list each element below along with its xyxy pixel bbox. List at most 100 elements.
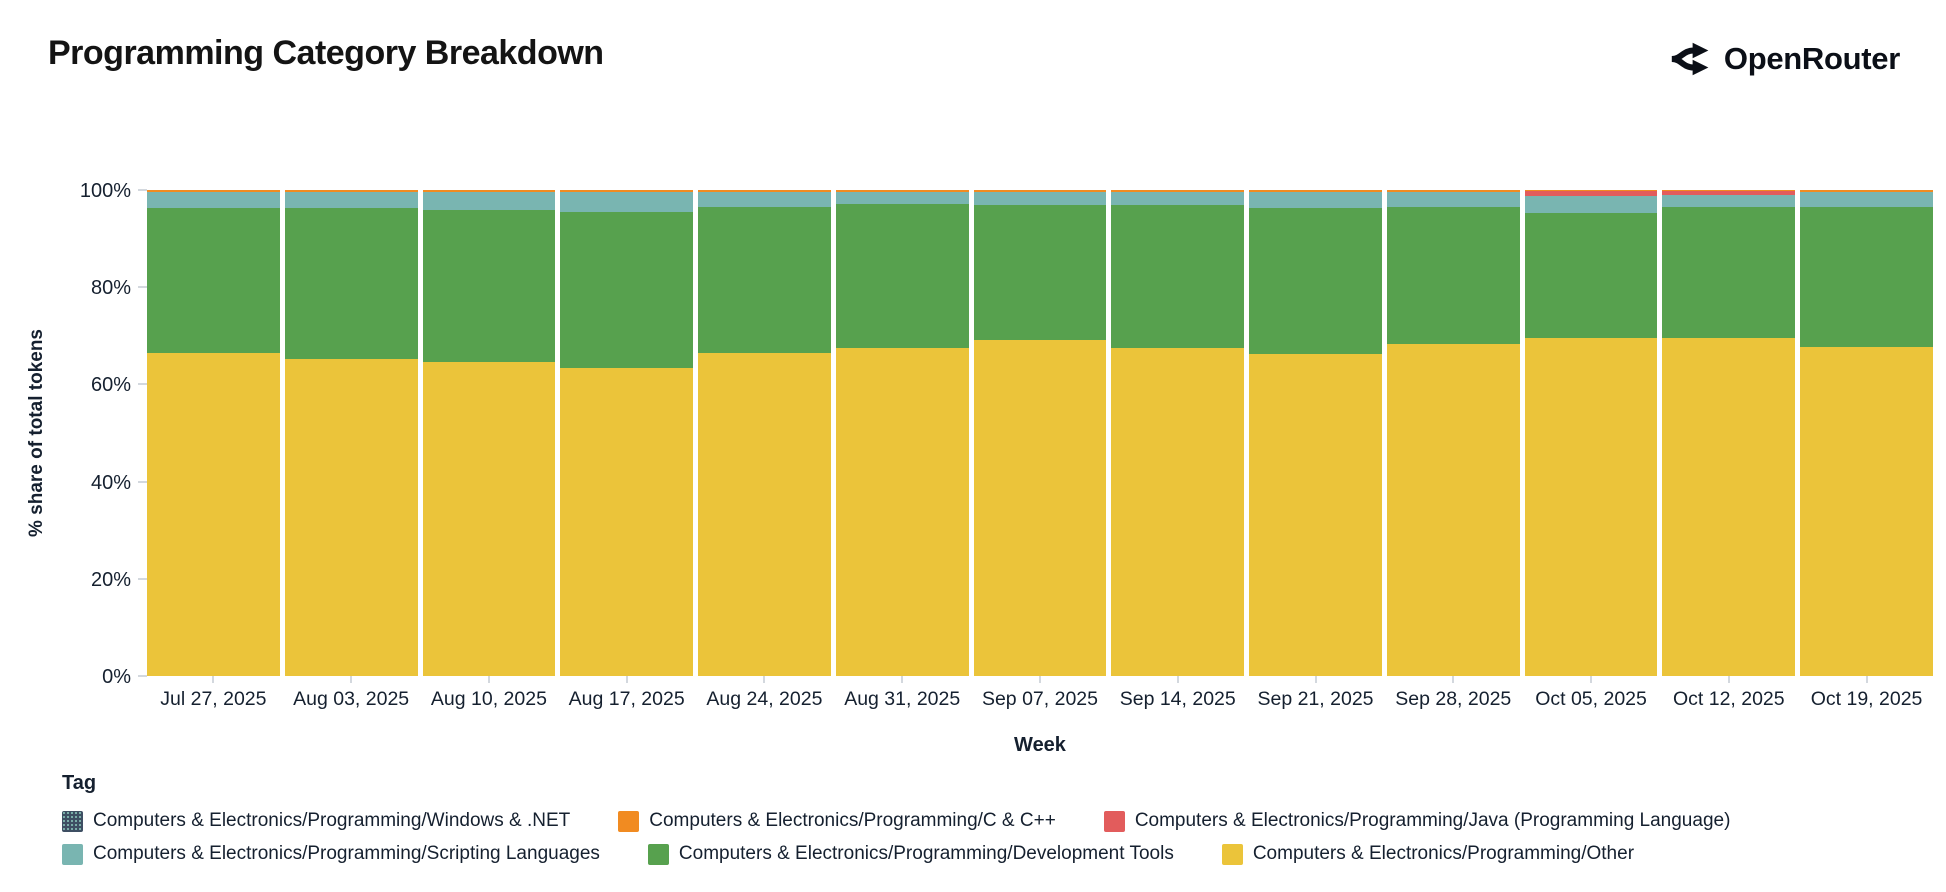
bar-segment[interactable]: [284, 190, 418, 192]
legend-item[interactable]: Computers & Electronics/Programming/Othe…: [1221, 843, 1634, 865]
bar-segment[interactable]: [1111, 347, 1245, 676]
bar-segment[interactable]: [1662, 190, 1796, 191]
bar-segment[interactable]: [1249, 190, 1382, 192]
x-tick-mark: [625, 676, 628, 683]
x-tick-cell: [285, 676, 418, 684]
x-tick-label: Oct 19, 2025: [1810, 688, 1923, 710]
bar-segment[interactable]: [1524, 213, 1658, 339]
x-tick-cell: [1525, 676, 1658, 684]
legend-item[interactable]: Computers & Electronics/Programming/Java…: [1103, 810, 1730, 832]
bar-segment[interactable]: [835, 190, 969, 192]
bar-segment[interactable]: [1524, 195, 1658, 214]
bar-segment[interactable]: [560, 191, 694, 213]
bar-segment[interactable]: [422, 191, 556, 211]
x-tick-cell: [1111, 676, 1244, 684]
x-tick-cell: [1249, 676, 1382, 684]
bar-segment[interactable]: [284, 359, 418, 676]
bar-segment[interactable]: [1524, 190, 1658, 196]
legend-item[interactable]: Computers & Electronics/Programming/Deve…: [647, 843, 1174, 865]
x-tick-label: Sep 07, 2025: [981, 688, 1098, 710]
bar-segment[interactable]: [1800, 347, 1933, 676]
bar-segment[interactable]: [1386, 191, 1520, 207]
x-tick-mark: [763, 676, 766, 683]
bar-segment[interactable]: [698, 191, 831, 208]
x-tick-mark: [487, 676, 490, 683]
legend-item[interactable]: Computers & Electronics/Programming/C & …: [618, 810, 1056, 832]
x-tick-label: Sep 28, 2025: [1395, 688, 1512, 710]
legend-item-label: Computers & Electronics/Programming/C & …: [649, 810, 1056, 831]
x-tick-label: Aug 24, 2025: [706, 688, 823, 710]
legend-item[interactable]: Computers & Electronics/Programming/Wind…: [62, 810, 570, 832]
x-tick-cell: [974, 676, 1107, 684]
bar-segment[interactable]: [1111, 205, 1245, 348]
bar-segment[interactable]: [422, 210, 556, 363]
bar-segment[interactable]: [147, 190, 280, 192]
bar-segment[interactable]: [973, 205, 1107, 340]
bar-segment[interactable]: [1800, 207, 1933, 348]
x-tick-label: Sep 21, 2025: [1257, 688, 1374, 710]
bar-segment[interactable]: [1249, 353, 1382, 676]
y-tick-mark: [138, 189, 147, 191]
bar-segment[interactable]: [835, 203, 969, 348]
legend-title: Tag: [62, 772, 97, 794]
x-tick-label: Aug 17, 2025: [568, 688, 685, 710]
bar-column: [147, 190, 280, 676]
bar-segment[interactable]: [973, 339, 1107, 676]
bars-container: [147, 190, 1933, 676]
x-tick-label: Oct 05, 2025: [1535, 688, 1647, 710]
x-tick-mark: [1176, 676, 1179, 683]
bar-segment[interactable]: [698, 207, 831, 354]
bar-segment[interactable]: [147, 352, 280, 676]
x-tick-mark: [212, 676, 215, 683]
bar-segment[interactable]: [147, 207, 280, 353]
y-tick-label: 80%: [90, 277, 131, 300]
bar-segment[interactable]: [1800, 190, 1933, 192]
brand[interactable]: OpenRouter: [1669, 38, 1900, 80]
bar-segment[interactable]: [422, 190, 556, 192]
x-tick-cell: [560, 676, 693, 684]
bar-segment[interactable]: [422, 362, 556, 676]
x-tick-cell: [1800, 676, 1933, 684]
bar-segment[interactable]: [1111, 190, 1245, 192]
bar-segment[interactable]: [1249, 191, 1382, 209]
y-tick-label: 60%: [90, 374, 131, 397]
legend-item-label: Computers & Electronics/Programming/Wind…: [93, 810, 571, 831]
x-tick-mark: [350, 676, 353, 683]
bar-segment[interactable]: [560, 212, 694, 368]
bar-column: [1800, 190, 1933, 676]
bar-segment[interactable]: [698, 353, 831, 676]
bar-segment[interactable]: [284, 191, 418, 209]
bar-segment[interactable]: [698, 190, 831, 192]
bar-segment[interactable]: [973, 191, 1107, 206]
page-title: Programming Category Breakdown: [48, 34, 604, 72]
x-tick-cell: [1387, 676, 1520, 684]
x-tick-mark: [1452, 676, 1455, 683]
bar-segment[interactable]: [1524, 338, 1658, 676]
x-tick-cell: [698, 676, 831, 684]
bar-column: [284, 190, 418, 676]
bar-segment[interactable]: [1662, 195, 1796, 207]
bar-segment[interactable]: [1386, 190, 1520, 192]
legend-item[interactable]: Computers & Electronics/Programming/Scri…: [62, 843, 600, 865]
bar-segment[interactable]: [1662, 337, 1796, 676]
bar-segment[interactable]: [560, 190, 694, 192]
bar-segment[interactable]: [973, 190, 1107, 192]
bar-segment[interactable]: [1386, 344, 1520, 676]
legend-swatch-icon: [618, 810, 640, 832]
bar-segment[interactable]: [1524, 190, 1658, 191]
bar-segment[interactable]: [1249, 208, 1382, 354]
bar-segment[interactable]: [284, 208, 418, 360]
legend-swatch-icon: [647, 843, 669, 865]
bar-segment[interactable]: [835, 347, 969, 676]
bar-segment[interactable]: [1662, 190, 1796, 196]
bar-segment[interactable]: [1662, 206, 1796, 338]
bar-segment[interactable]: [560, 367, 694, 676]
bar-segment[interactable]: [835, 191, 969, 204]
y-tick-label: 0%: [102, 666, 131, 688]
bar-column: [1524, 190, 1658, 676]
bar-segment[interactable]: [1386, 206, 1520, 345]
bar-segment[interactable]: [147, 191, 280, 208]
x-tick-mark: [901, 676, 904, 683]
bar-segment[interactable]: [1800, 191, 1933, 208]
bar-segment[interactable]: [1111, 191, 1245, 206]
